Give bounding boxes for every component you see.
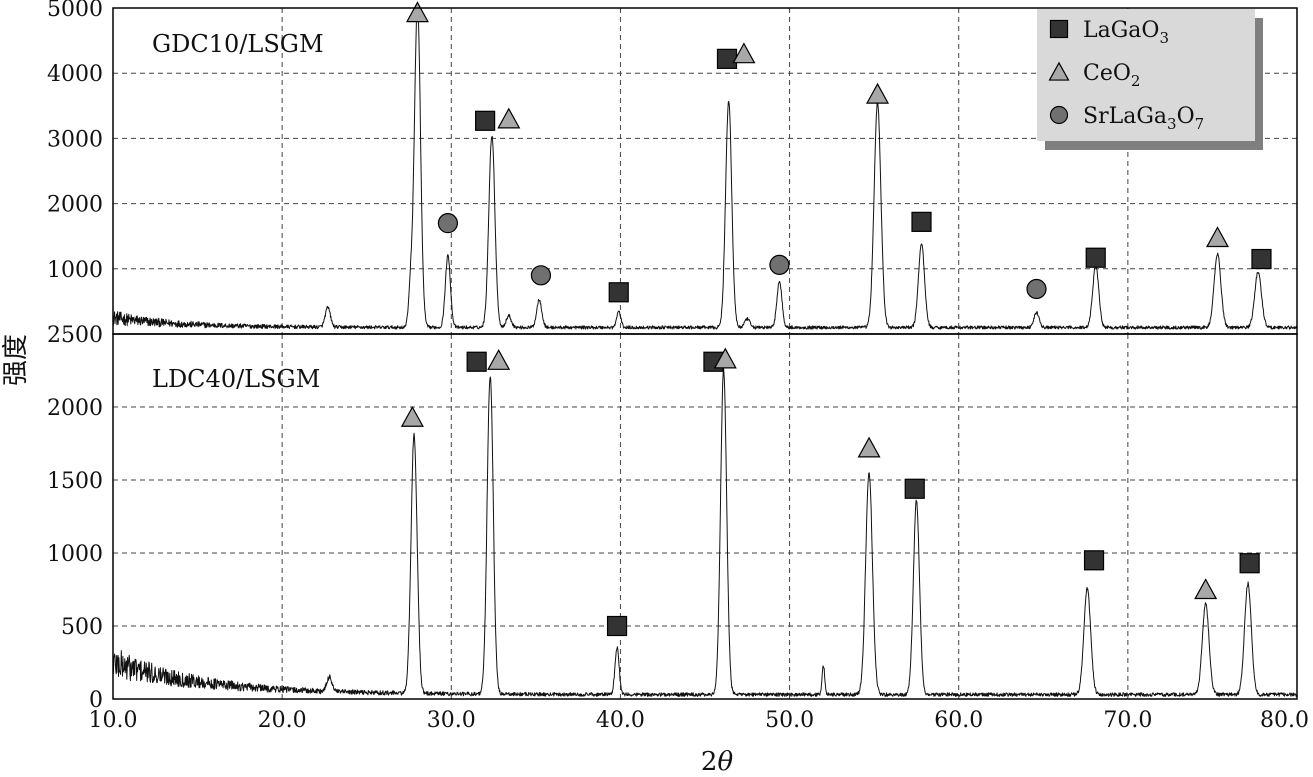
y-tick-label: 1000 (47, 542, 103, 567)
legend-label: SrLaGa3O7 (1083, 104, 1204, 133)
phase-marker-circle (530, 265, 552, 286)
legend-square-icon (1049, 19, 1069, 39)
bottom-series-line (112, 366, 1298, 697)
phase-marker-square (1085, 247, 1106, 268)
y-tick-label: 2000 (47, 193, 103, 218)
phase-marker-square (466, 351, 487, 372)
y-tick-label: 1500 (47, 469, 103, 494)
legend-entries: LaGaO3 CeO2 SrLaGa3O7 (1048, 18, 1204, 133)
phase-marker-triangle (857, 436, 881, 458)
legend-triangle-icon (1048, 61, 1070, 81)
y-tick-label: 5000 (47, 0, 103, 22)
y-tick-label: 4000 (47, 62, 103, 87)
legend: LaGaO3 CeO2 SrLaGa3O7 (1037, 9, 1263, 150)
legend-entry-circle: SrLaGa3O7 (1049, 104, 1204, 133)
x-tick-label: 10.0 (89, 708, 138, 733)
x-tick-label: 80.0 (1260, 708, 1309, 733)
phase-marker-triangle (1205, 226, 1230, 248)
y-tick-label: 3000 (47, 127, 103, 152)
phase-marker-circle (437, 213, 459, 234)
top-phase-markers (405, 1, 1272, 303)
top-series-line (112, 7, 1298, 330)
y-tick-label: 0 (89, 688, 103, 713)
phase-marker-square (1239, 553, 1260, 574)
legend-label: CeO2 (1083, 61, 1140, 90)
legend-circle-icon (1049, 105, 1069, 125)
phase-marker-triangle (400, 405, 424, 427)
top-y-tick-labels: 1000 2000 3000 4000 5000 (47, 0, 103, 283)
x-tick-label: 30.0 (427, 708, 476, 733)
bottom-y-tick-labels: 0 500 1000 1500 2000 2500 (47, 323, 103, 713)
phase-marker-triangle (713, 347, 737, 369)
legend-box (1037, 9, 1255, 141)
phase-marker-circle (1026, 278, 1047, 300)
phase-marker-square (1251, 248, 1272, 270)
y-tick-label: 2000 (47, 396, 103, 421)
phase-marker-square (1083, 550, 1105, 571)
legend-entry-square: LaGaO3 (1049, 18, 1169, 47)
phase-marker-square (608, 282, 629, 303)
x-tick-label: 50.0 (765, 708, 814, 733)
legend-entry-triangle: CeO2 (1048, 61, 1140, 90)
phase-marker-triangle (405, 1, 429, 23)
phase-marker-circle (769, 254, 790, 275)
y-axis-title: 强度 (1, 334, 31, 386)
x-tick-label: 40.0 (596, 708, 645, 733)
y-tick-label: 500 (61, 615, 103, 640)
legend-label: LaGaO3 (1083, 18, 1169, 47)
phase-marker-square (475, 110, 496, 131)
y-tick-label: 2500 (47, 323, 103, 348)
x-tick-label: 20.0 (258, 708, 307, 733)
bottom-plot-frame (112, 333, 1298, 700)
phase-marker-triangle (1194, 578, 1218, 600)
x-axis-title: 2θ (701, 747, 734, 777)
bottom-panel: LDC40/LSGM 0 500 1000 1500 2000 2500 (47, 323, 1298, 713)
x-tick-labels: 10.0 20.0 30.0 40.0 50.0 60.0 70.0 80.0 (89, 708, 1309, 733)
phase-marker-square (716, 48, 738, 69)
x-axis-title-symbol: θ (717, 747, 733, 777)
phase-marker-triangle (866, 82, 890, 104)
phase-marker-triangle (732, 42, 756, 64)
phase-marker-square (606, 615, 628, 637)
x-tick-label: 60.0 (934, 708, 983, 733)
phase-marker-triangle (487, 349, 511, 370)
y-tick-label: 1000 (47, 258, 103, 283)
phase-marker-triangle (497, 107, 521, 129)
x-tick-label: 70.0 (1103, 708, 1152, 733)
bottom-phase-markers (400, 347, 1260, 637)
x-axis-title-text: 2 (701, 747, 718, 777)
bottom-grid (113, 334, 1297, 699)
bottom-sample-label: LDC40/LSGM (152, 365, 320, 393)
phase-marker-square (911, 211, 932, 232)
phase-marker-square (904, 478, 925, 499)
top-sample-label: GDC10/LSGM (152, 30, 324, 58)
